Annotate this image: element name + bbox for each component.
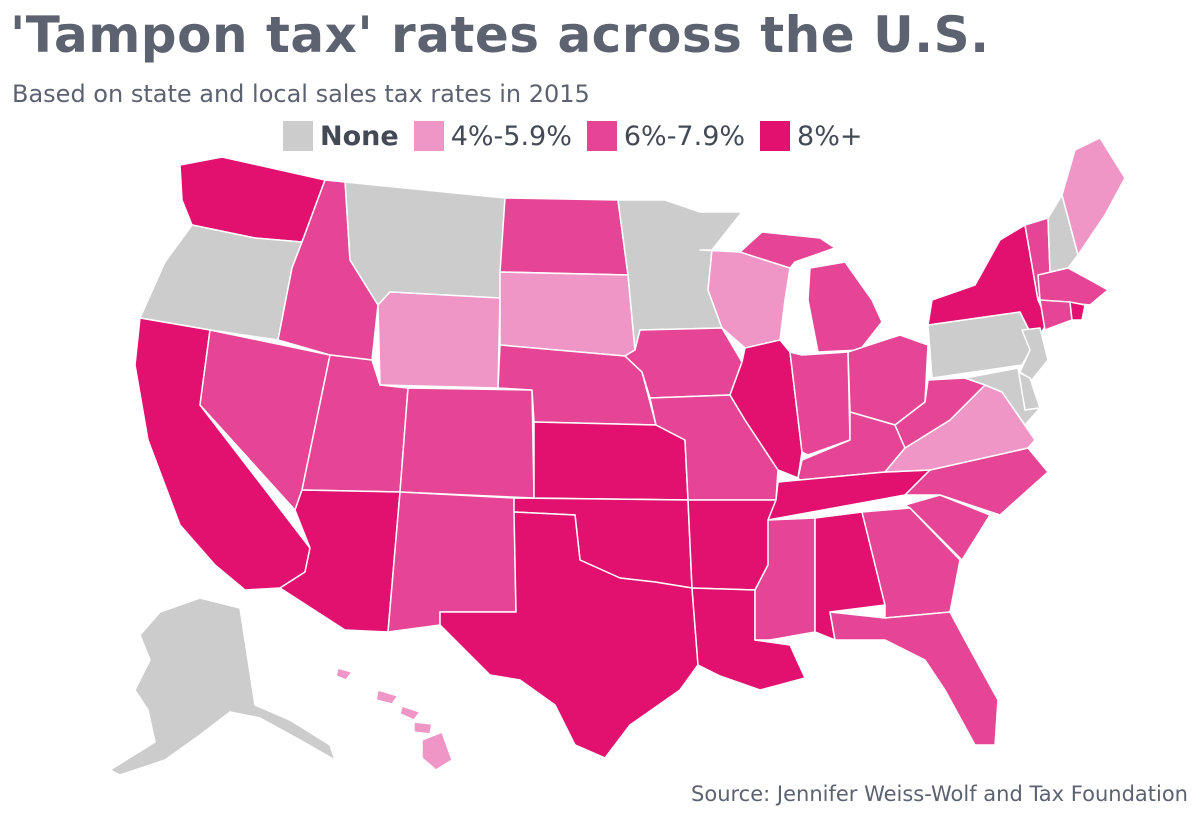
legend-label-none: None [320, 120, 399, 152]
legend-swatch-6-7 [585, 120, 618, 152]
state-nj [1019, 327, 1049, 381]
state-hi-1 [335, 667, 353, 681]
state-md [964, 367, 1041, 426]
state-nd [499, 197, 629, 276]
state-ct [1039, 299, 1073, 331]
legend-label-8-plus: 8%+ [797, 120, 863, 152]
state-co [399, 387, 535, 499]
state-il [729, 339, 803, 479]
state-ma [1037, 267, 1109, 306]
state-sd [499, 271, 636, 357]
state-hi-4 [413, 721, 433, 735]
legend-item-8-plus: 8%+ [759, 120, 863, 152]
legend-label-6-7: 6%-7.9% [623, 120, 746, 152]
chart-subtitle: Based on state and local sales tax rates… [12, 80, 590, 108]
legend: None 4%-5.9% 6%-7.9% 8%+ [282, 120, 863, 152]
chart-title: 'Tampon tax' rates across the U.S. [10, 6, 990, 64]
legend-swatch-8-plus [759, 120, 792, 152]
state-mi-up [739, 231, 836, 269]
state-nh [1047, 194, 1079, 273]
state-mi [807, 261, 883, 353]
state-wy [377, 291, 501, 389]
state-hi-3 [399, 705, 421, 721]
legend-swatch-4-5 [412, 120, 445, 152]
legend-item-4-5: 4%-5.9% [412, 120, 572, 152]
source-note: Source: Jennifer Weiss-Wolf and Tax Foun… [691, 782, 1188, 806]
legend-label-4-5: 4%-5.9% [450, 120, 572, 152]
state-tx [439, 511, 699, 759]
lake-michigan [785, 268, 808, 352]
state-me [1061, 137, 1126, 256]
state-nm [387, 491, 517, 633]
state-hi-5 [421, 731, 453, 771]
legend-item-6-7: 6%-7.9% [585, 120, 746, 152]
state-sc [904, 494, 991, 561]
legend-swatch-none [282, 120, 314, 152]
state-ri [1069, 301, 1086, 321]
state-ak [109, 597, 336, 776]
state-hi-2 [375, 689, 399, 705]
legend-item-none: None [282, 120, 399, 152]
state-fl [829, 611, 999, 746]
state-ks [533, 421, 689, 501]
